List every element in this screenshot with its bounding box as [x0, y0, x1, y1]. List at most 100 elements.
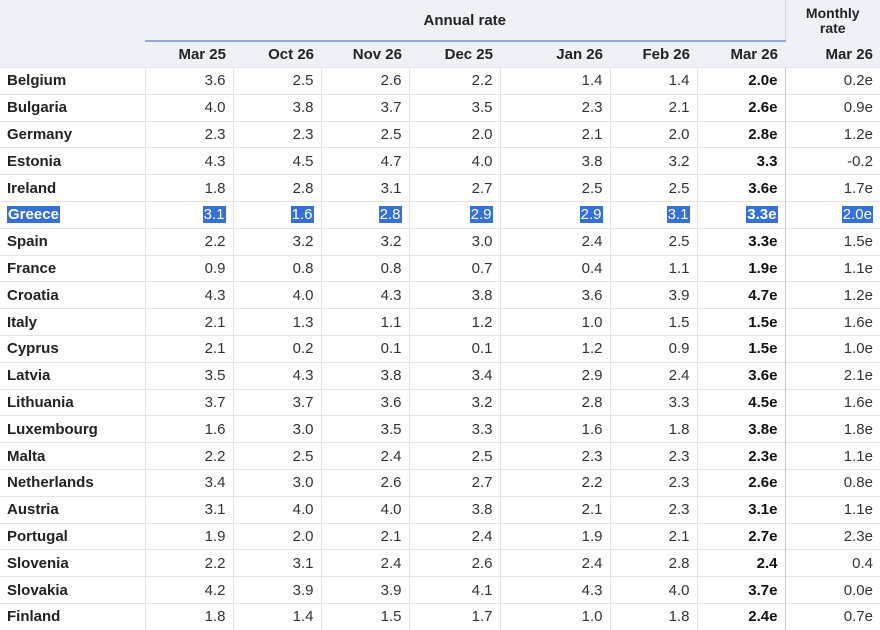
table-row: Lithuania 3.7 3.7 3.6 3.2 2.8 3.3 4.5e 1.6e	[0, 388, 880, 416]
cell-value: 2.1	[609, 522, 697, 550]
cell-value: 2.3	[609, 468, 697, 497]
cell-value: 2.0e	[696, 67, 785, 95]
cell-value: 1.4	[232, 602, 321, 630]
cell-value: 1.9	[144, 522, 233, 550]
cell-value: 2.7e	[696, 522, 785, 550]
country-name: Croatia	[0, 281, 145, 309]
cell-value: 1.1e	[784, 495, 880, 524]
country-name: Slovenia	[0, 549, 145, 577]
cell-value: 1.8	[144, 602, 233, 630]
cell-value: 3.8e	[696, 415, 785, 443]
cell-value: 4.0	[320, 495, 409, 524]
cell-value: 3.1	[320, 174, 409, 202]
selection: 3.1	[202, 206, 226, 224]
cell-value: 2.6	[320, 67, 409, 95]
cell-value: 2.4	[499, 549, 610, 577]
cell-value: 0.9e	[784, 93, 880, 122]
cell-value: 1.8e	[784, 415, 880, 443]
selection: 2.0e	[841, 206, 873, 224]
cell-value: 3.0	[232, 415, 321, 443]
table-row: Estonia 4.3 4.5 4.7 4.0 3.8 3.2 3.3 -0.2	[0, 147, 880, 175]
cell-value: 3.6	[499, 281, 610, 309]
cell-value: 4.5e	[696, 388, 785, 416]
table-row: Greece 3.1 1.6 2.8 2.9 2.9 3.1 3.3e 2.0e	[0, 200, 880, 229]
cell-value: 0.8	[320, 254, 409, 282]
cell-value: 2.6	[320, 468, 409, 497]
cell-value: 1.6e	[784, 388, 880, 416]
cell-value: 2.2	[144, 227, 233, 256]
cell-value: 2.2	[499, 468, 610, 497]
cell-value: 3.6	[144, 67, 233, 95]
table-row: Cyprus 2.1 0.2 0.1 0.1 1.2 0.9 1.5e 1.0e	[0, 334, 880, 363]
cell-value: 4.5	[232, 147, 321, 175]
cell-value: 2.8	[232, 174, 321, 202]
cell-value: 3.1	[609, 200, 697, 229]
cell-value: 2.1	[144, 334, 233, 363]
cell-value: 3.6e	[696, 361, 785, 390]
cell-value: 2.0	[232, 522, 321, 550]
cell-value: 3.7	[144, 388, 233, 416]
cell-value: 0.2e	[784, 67, 880, 95]
cell-value: 1.9e	[696, 254, 785, 282]
cell-value: 3.8	[232, 93, 321, 122]
cell-value: 1.0	[499, 308, 610, 336]
table-row: Netherlands 3.4 3.0 2.6 2.7 2.2 2.3 2.6e 0.8e	[0, 468, 880, 497]
cell-value: 1.8	[609, 415, 697, 443]
cell-value: 0.2	[232, 334, 321, 363]
cell-value: 2.4	[609, 361, 697, 390]
selection: 3.1	[666, 206, 690, 224]
cell-value: 2.4	[320, 442, 409, 470]
cell-value: 4.3	[144, 281, 233, 309]
cell-value: 1.4	[499, 67, 610, 95]
country-name: Portugal	[0, 522, 145, 550]
table-row: Bulgaria 4.0 3.8 3.7 3.5 2.3 2.1 2.6e 0.9e	[0, 93, 880, 122]
cell-value: 4.3	[499, 576, 610, 604]
cell-value: 0.1	[408, 334, 500, 363]
cell-value: 2.4	[696, 549, 785, 577]
cell-value: -0.2	[784, 147, 880, 175]
cell-value: 3.1	[232, 549, 321, 577]
cell-value: 3.4	[408, 361, 500, 390]
cell-value: 1.6	[232, 200, 321, 229]
cell-value: 0.8e	[784, 468, 880, 497]
cell-value: 1.2	[408, 308, 500, 336]
cell-value: 2.9	[408, 200, 500, 229]
cell-value: 4.3	[144, 147, 233, 175]
country-name: Austria	[0, 495, 145, 524]
cell-value: 3.2	[609, 147, 697, 175]
cell-value: 2.3	[499, 442, 610, 470]
cell-value: 1.9	[499, 522, 610, 550]
country-name: Belgium	[0, 67, 145, 95]
cell-value: 1.0e	[784, 334, 880, 363]
cell-value: 2.0e	[784, 200, 880, 229]
cell-value: 3.1	[144, 495, 233, 524]
cell-value: 0.8	[232, 254, 321, 282]
cell-value: 3.6	[320, 388, 409, 416]
country-name: Netherlands	[0, 468, 145, 497]
cell-value: 4.2	[144, 576, 233, 604]
cell-value: 2.1	[144, 308, 233, 336]
cell-value: 3.8	[408, 281, 500, 309]
cell-value: 1.2e	[784, 120, 880, 148]
selection: Greece	[7, 206, 60, 224]
cell-value: 0.4	[499, 254, 610, 282]
country-name: Cyprus	[0, 334, 145, 363]
column-header: Mar 26	[785, 41, 880, 68]
cell-value: 3.3e	[696, 200, 785, 229]
selection: 2.8	[378, 206, 402, 224]
country-name: Slovakia	[0, 576, 145, 604]
cell-value: 3.3	[696, 147, 785, 175]
cell-value: 3.1	[144, 200, 233, 229]
cell-value: 2.1	[320, 522, 409, 550]
cell-value: 2.3	[609, 495, 697, 524]
group-header: Monthly rate	[785, 0, 880, 41]
cell-value: 1.7	[408, 602, 500, 630]
cell-value: 1.4	[609, 67, 697, 95]
cell-value: 0.4	[784, 549, 880, 577]
country-name: Luxembourg	[0, 415, 145, 443]
cell-value: 2.2	[408, 67, 500, 95]
country-name: Malta	[0, 442, 145, 470]
country-name: Latvia	[0, 361, 145, 390]
cell-value: 3.1e	[696, 495, 785, 524]
